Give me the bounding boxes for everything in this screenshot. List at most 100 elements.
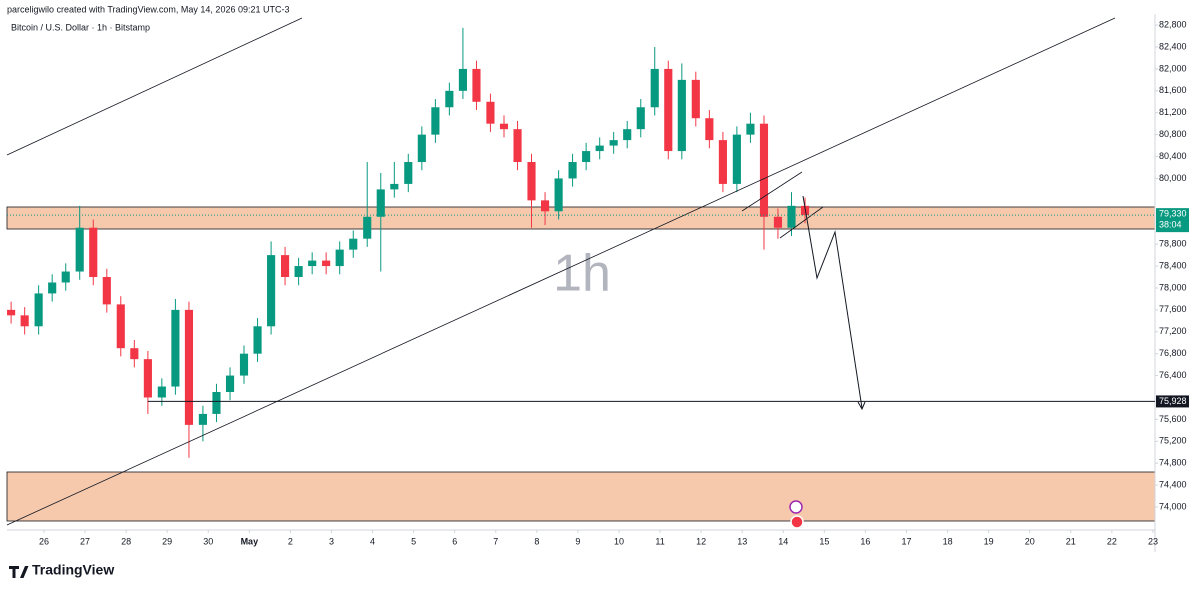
x-tick-label: 16 xyxy=(860,536,870,546)
candle-body xyxy=(184,309,194,425)
candle-body xyxy=(130,348,139,360)
y-tick-label: 81,200 xyxy=(1159,107,1187,117)
x-tick-label: 23 xyxy=(1148,536,1158,546)
candle-body xyxy=(636,107,645,130)
candle-body xyxy=(650,68,659,108)
x-tick-label: 29 xyxy=(162,536,172,546)
candle-body xyxy=(499,123,509,130)
candle-body xyxy=(89,227,98,278)
y-tick-label: 75,600 xyxy=(1159,414,1187,424)
x-tick-label: 20 xyxy=(1025,536,1035,546)
candle-body xyxy=(486,101,495,124)
candle-body xyxy=(20,315,29,327)
y-tick-label: 76,800 xyxy=(1159,348,1187,358)
candle-body xyxy=(540,200,550,212)
candle-body xyxy=(225,375,235,393)
y-tick-label: 78,000 xyxy=(1159,282,1187,292)
candle-body xyxy=(143,359,152,398)
candle-body xyxy=(253,326,262,354)
candle-body xyxy=(239,353,249,376)
x-tick-label: 13 xyxy=(737,536,747,546)
candle-body xyxy=(746,123,755,135)
wedge-line xyxy=(779,206,824,239)
x-tick-label: May xyxy=(241,536,259,546)
candle-body xyxy=(773,216,783,228)
candle-body xyxy=(34,293,43,327)
candle-body xyxy=(157,386,166,398)
last-price-bg xyxy=(1156,208,1189,233)
countdown: 38:04 xyxy=(1159,220,1182,230)
resistance-zone xyxy=(6,206,1156,230)
x-tick-label: 9 xyxy=(575,536,580,546)
demand-zone xyxy=(6,471,1156,522)
y-tick-label: 77,200 xyxy=(1159,326,1187,336)
x-tick-label: 5 xyxy=(411,536,416,546)
x-tick-label: 4 xyxy=(370,536,375,546)
x-tick-label: 21 xyxy=(1066,536,1076,546)
x-tick-label: 2 xyxy=(288,536,293,546)
candle-body xyxy=(349,238,358,250)
candle-body xyxy=(664,68,673,152)
y-tick-label: 74,800 xyxy=(1159,458,1187,468)
y-tick-label: 80,800 xyxy=(1159,129,1187,139)
y-tick-label: 78,400 xyxy=(1159,260,1187,270)
x-tick-label: 10 xyxy=(614,536,624,546)
candle-body xyxy=(404,162,413,184)
x-tick-label: 8 xyxy=(534,536,539,546)
y-tick-label: 82,800 xyxy=(1159,19,1187,29)
event-icon[interactable] xyxy=(789,500,803,514)
level-label: 75,928 xyxy=(1159,396,1187,406)
trendline xyxy=(6,17,303,156)
candle-body xyxy=(335,249,344,267)
x-tick-label: 7 xyxy=(493,536,498,546)
candle-body xyxy=(582,151,591,163)
last-price-label: 79,330 xyxy=(1159,209,1187,219)
candle-body xyxy=(759,123,769,217)
x-tick-label: 26 xyxy=(39,536,49,546)
event-icon[interactable] xyxy=(790,515,804,529)
x-tick-label: 28 xyxy=(121,536,131,546)
candle-body xyxy=(212,392,221,414)
candle-body xyxy=(198,413,207,425)
candle-body xyxy=(308,260,317,267)
candle-body xyxy=(623,129,632,141)
y-tick-label: 78,800 xyxy=(1159,239,1187,249)
candle-body xyxy=(568,162,577,179)
candle-body xyxy=(609,140,618,146)
candle-body xyxy=(677,79,686,152)
candles xyxy=(7,27,810,458)
y-tick-label: 81,600 xyxy=(1159,85,1187,95)
x-tick-label: 14 xyxy=(778,536,788,546)
brand-logo xyxy=(9,566,29,578)
trendline xyxy=(6,17,1116,526)
watermark: 1h xyxy=(553,245,611,303)
arrow-head xyxy=(857,401,866,411)
candle-body xyxy=(458,68,467,91)
brand-name: TradingView xyxy=(32,562,114,578)
candle-body xyxy=(116,304,125,349)
candle-body xyxy=(294,266,303,278)
candle-body xyxy=(787,205,796,228)
candle-body xyxy=(513,129,522,163)
candle-body xyxy=(7,309,16,316)
y-tick-label: 74,000 xyxy=(1159,501,1187,511)
candle-body xyxy=(718,140,727,184)
y-tick-label: 75,200 xyxy=(1159,436,1187,446)
y-tick-label: 76,400 xyxy=(1159,370,1187,380)
candle-body xyxy=(417,134,426,163)
candle-body xyxy=(732,134,741,184)
x-tick-label: 15 xyxy=(819,536,829,546)
y-tick-label: 80,000 xyxy=(1159,173,1187,183)
candle-body xyxy=(595,145,604,152)
candle-body xyxy=(75,227,84,272)
forecast-path xyxy=(802,195,863,409)
candle-body xyxy=(171,309,180,387)
candle-body xyxy=(431,107,440,135)
x-tick-label: 12 xyxy=(696,536,706,546)
candle-body xyxy=(267,255,276,327)
candle-body xyxy=(527,162,536,201)
wedge-line xyxy=(741,171,803,212)
x-tick-label: 27 xyxy=(80,536,90,546)
candle-body xyxy=(322,260,331,267)
